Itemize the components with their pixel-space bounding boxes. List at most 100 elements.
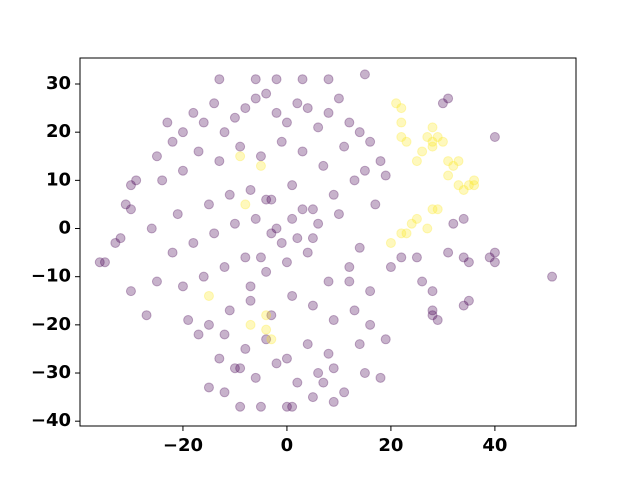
point <box>333 209 344 220</box>
point <box>214 156 225 167</box>
point <box>323 276 334 287</box>
y-tick-label: −40 <box>31 410 71 431</box>
plot-area <box>79 57 577 427</box>
point <box>463 180 474 191</box>
point <box>427 141 438 152</box>
y-tick-label: 10 <box>46 169 71 190</box>
point <box>229 363 240 374</box>
point <box>313 218 324 229</box>
point <box>151 151 162 162</box>
point <box>261 266 272 277</box>
point <box>458 213 469 224</box>
point <box>287 180 298 191</box>
point <box>281 257 292 268</box>
point <box>167 136 178 147</box>
point <box>203 319 214 330</box>
point <box>307 233 318 244</box>
point <box>261 310 272 321</box>
point <box>328 189 339 200</box>
point <box>349 305 360 316</box>
point <box>281 401 292 412</box>
point <box>250 372 261 383</box>
point <box>261 324 272 335</box>
point <box>292 98 303 109</box>
point <box>411 252 422 263</box>
point <box>323 107 334 118</box>
point <box>365 136 376 147</box>
point <box>365 319 376 330</box>
point <box>297 204 308 215</box>
point <box>469 180 480 191</box>
point <box>287 290 298 301</box>
point <box>141 310 152 321</box>
point <box>183 315 194 326</box>
point <box>458 300 469 311</box>
point <box>443 156 454 167</box>
point <box>391 98 402 109</box>
point <box>287 401 298 412</box>
x-tick-label: 40 <box>482 435 507 456</box>
point <box>380 334 391 345</box>
point <box>328 396 339 407</box>
point <box>131 175 142 186</box>
point <box>177 281 188 292</box>
point <box>115 233 126 244</box>
point <box>229 218 240 229</box>
point <box>427 305 438 316</box>
point <box>203 199 214 210</box>
point <box>198 271 209 282</box>
point <box>235 151 246 162</box>
point <box>229 112 240 123</box>
point <box>307 204 318 215</box>
point <box>214 74 225 85</box>
point <box>292 377 303 388</box>
point <box>224 189 235 200</box>
point <box>422 131 433 142</box>
point <box>437 98 448 109</box>
point <box>354 339 365 350</box>
point <box>198 117 209 128</box>
point <box>146 223 157 234</box>
point <box>547 271 558 282</box>
point <box>307 392 318 403</box>
point <box>401 136 412 147</box>
point <box>484 252 495 263</box>
point <box>240 252 251 263</box>
point <box>266 310 277 321</box>
point <box>162 117 173 128</box>
point <box>328 363 339 374</box>
point <box>209 98 220 109</box>
y-tick-label: −10 <box>31 266 71 287</box>
y-tick-label: −30 <box>31 362 71 383</box>
point <box>354 127 365 138</box>
point <box>214 353 225 364</box>
point <box>271 107 282 118</box>
point <box>313 122 324 133</box>
point <box>443 170 454 181</box>
point <box>427 204 438 215</box>
point <box>422 223 433 234</box>
point <box>177 165 188 176</box>
point <box>318 160 329 171</box>
point <box>489 257 500 268</box>
y-tick-label: 20 <box>46 121 71 142</box>
point <box>443 93 454 104</box>
point <box>333 93 344 104</box>
point <box>318 377 329 388</box>
point <box>359 368 370 379</box>
point <box>157 175 168 186</box>
point <box>354 242 365 253</box>
point <box>453 180 464 191</box>
x-tick-label: 20 <box>378 435 403 456</box>
point <box>266 228 277 239</box>
point <box>297 74 308 85</box>
point <box>245 281 256 292</box>
point <box>292 233 303 244</box>
point <box>349 175 360 186</box>
point <box>255 252 266 263</box>
point <box>401 228 412 239</box>
point <box>240 199 251 210</box>
point <box>120 199 131 210</box>
point <box>271 223 282 234</box>
